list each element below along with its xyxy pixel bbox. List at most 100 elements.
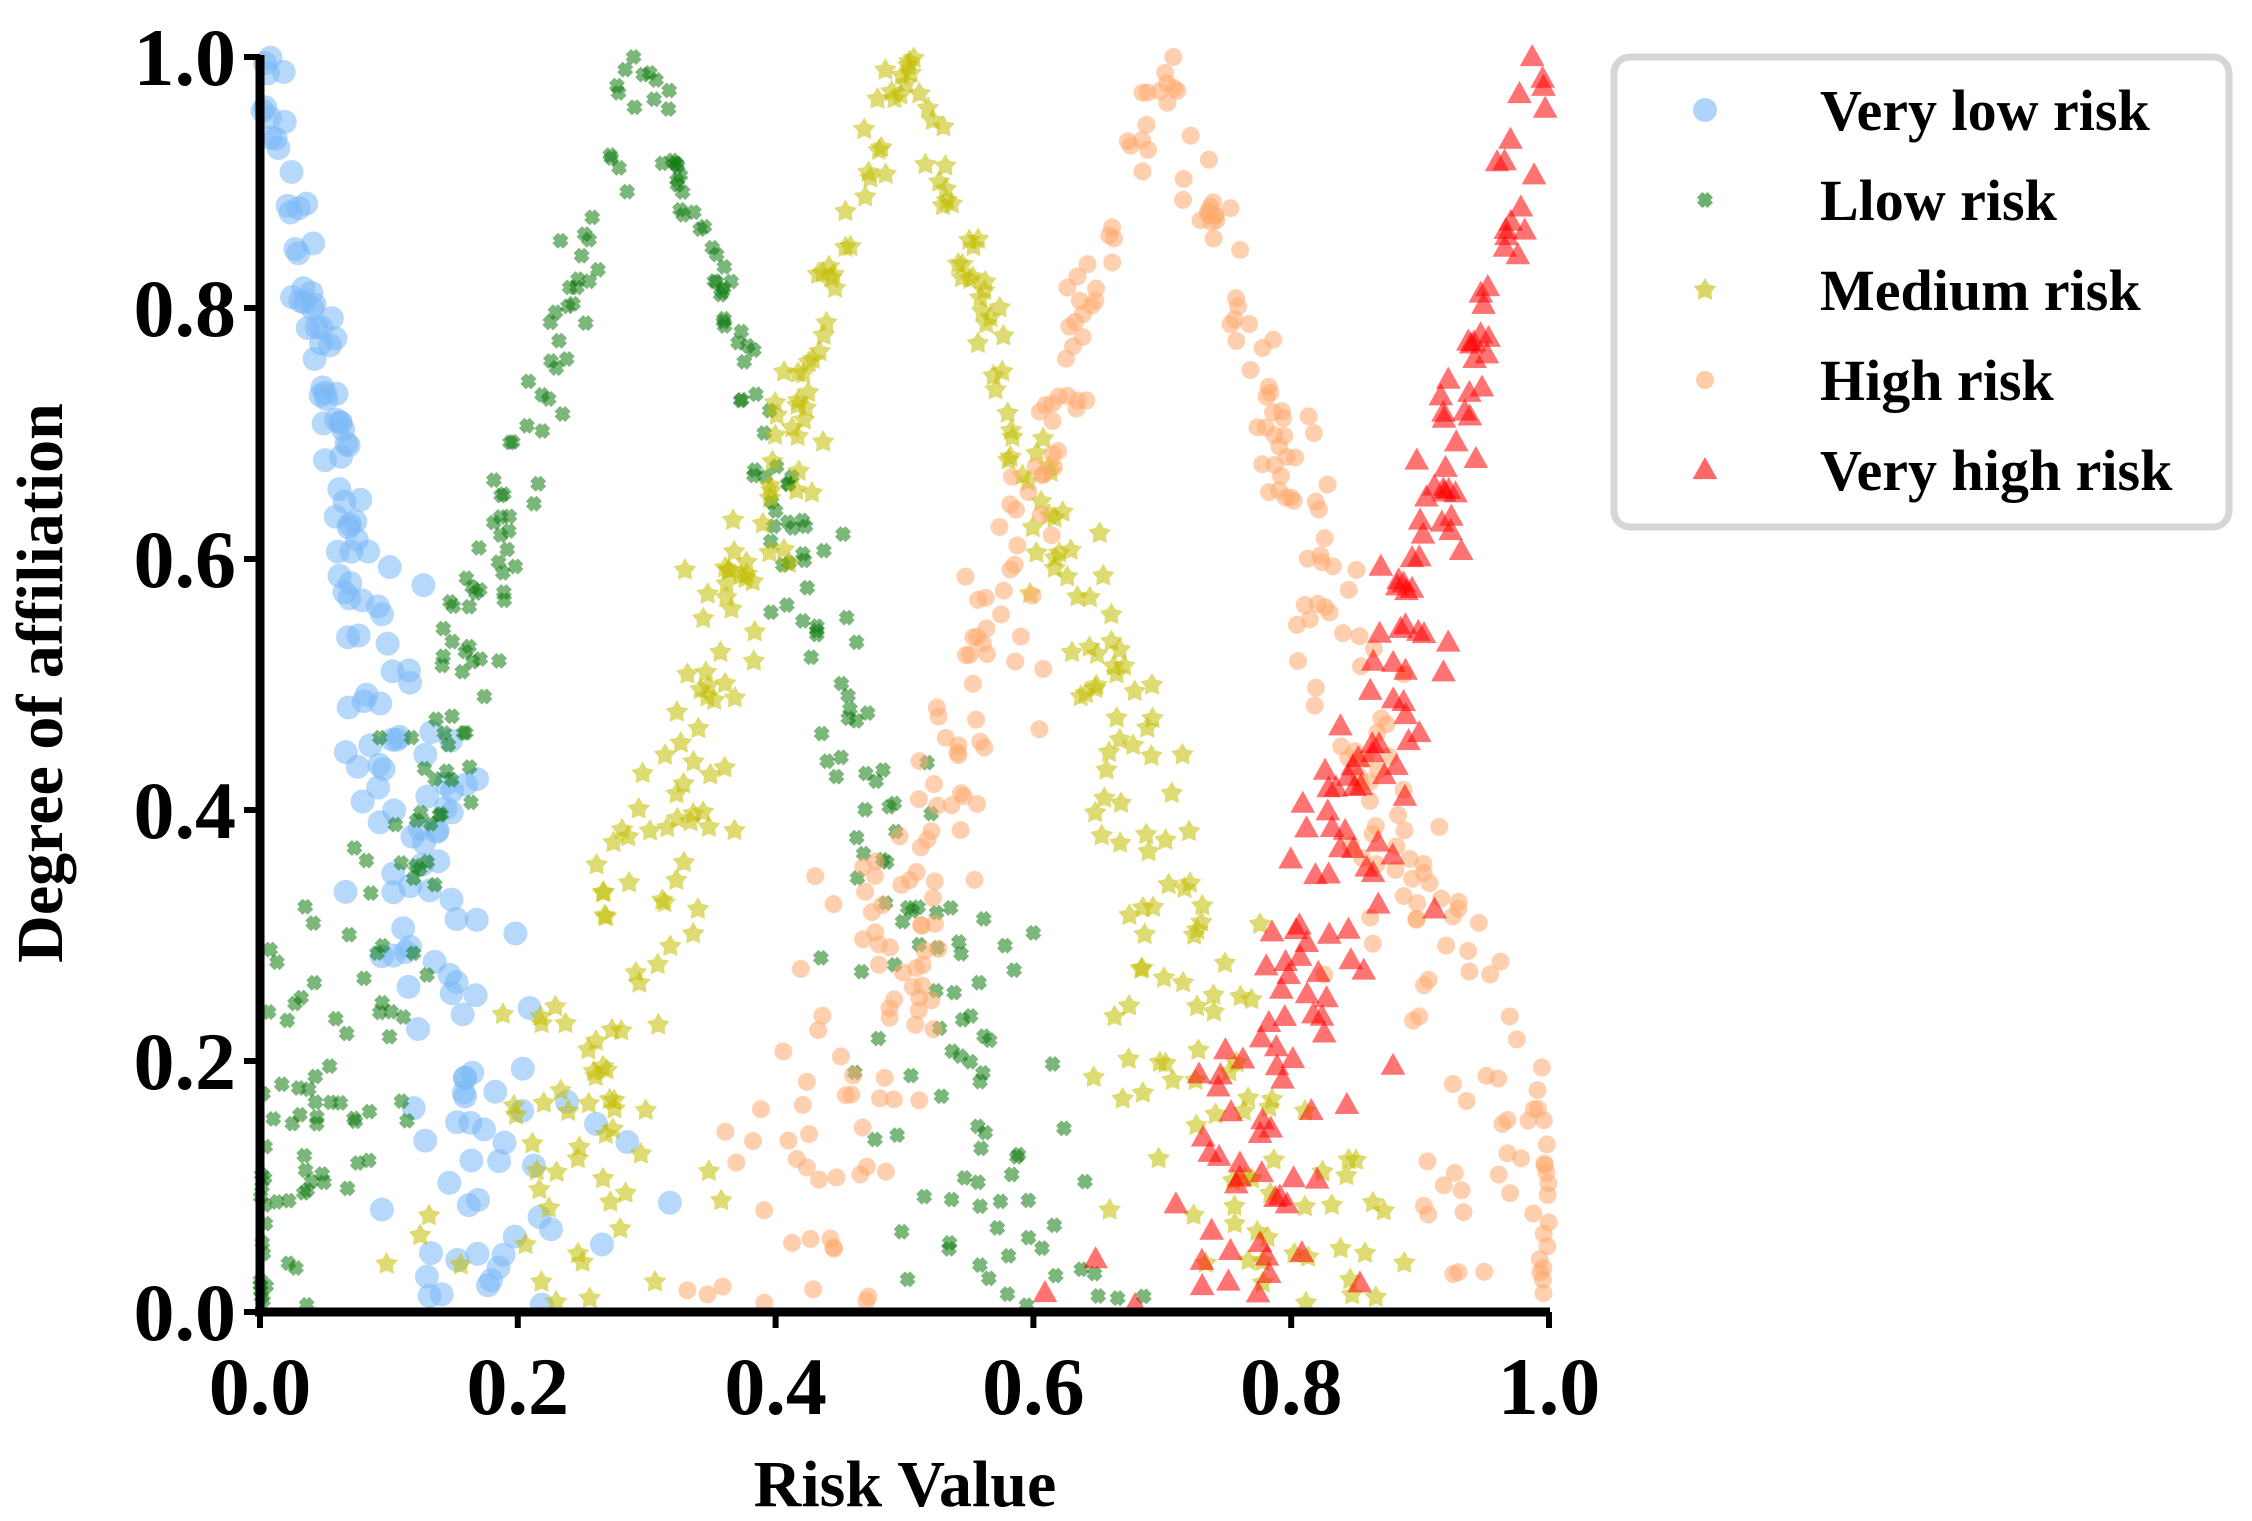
data-point xyxy=(1055,1120,1072,1137)
data-point xyxy=(809,1170,828,1189)
data-point xyxy=(875,1068,894,1087)
data-point xyxy=(1158,74,1177,93)
data-point xyxy=(1063,337,1082,356)
data-point xyxy=(1230,1046,1256,1069)
data-point xyxy=(1316,775,1341,798)
data-point xyxy=(785,478,808,501)
data-point xyxy=(1190,893,1214,916)
data-point xyxy=(1494,223,1519,246)
data-point xyxy=(1019,483,1038,502)
data-point xyxy=(1247,1230,1273,1253)
data-point xyxy=(1221,315,1240,334)
data-point xyxy=(1059,538,1083,560)
data-point xyxy=(1272,466,1291,485)
data-point xyxy=(431,806,448,823)
data-point xyxy=(598,1087,622,1110)
data-point xyxy=(1471,291,1496,314)
data-point xyxy=(327,1010,344,1027)
data-point xyxy=(1137,115,1156,134)
x-tick-label: 0.8 xyxy=(1240,1341,1343,1432)
data-point xyxy=(1278,846,1304,869)
data-point xyxy=(494,564,511,581)
data-point xyxy=(1108,831,1132,853)
data-point xyxy=(499,541,516,558)
data-point xyxy=(440,736,457,753)
data-point xyxy=(1407,544,1432,567)
data-point xyxy=(1199,1217,1224,1240)
data-point xyxy=(854,857,873,876)
data-point xyxy=(405,945,422,962)
data-point xyxy=(1082,296,1101,315)
legend-label: High risk xyxy=(1820,348,2054,413)
data-point xyxy=(1174,190,1193,209)
data-point xyxy=(874,58,897,80)
data-point xyxy=(720,597,743,619)
data-point xyxy=(1508,194,1534,217)
data-point xyxy=(439,887,464,912)
data-point xyxy=(1277,447,1296,466)
data-point xyxy=(668,155,685,172)
data-point xyxy=(1256,418,1275,437)
data-point xyxy=(502,1093,526,1116)
data-point xyxy=(399,1112,416,1129)
data-point xyxy=(1507,80,1532,104)
data-point xyxy=(591,880,615,903)
data-point xyxy=(1199,150,1218,169)
data-point xyxy=(1274,1191,1300,1214)
data-point xyxy=(437,1170,462,1195)
data-point xyxy=(361,1103,378,1120)
data-point xyxy=(763,423,787,445)
data-point xyxy=(1463,445,1489,469)
data-point xyxy=(902,1067,919,1084)
data-point xyxy=(1098,1198,1122,1220)
data-point xyxy=(914,152,937,175)
data-point xyxy=(1449,1263,1468,1282)
data-point xyxy=(839,234,862,257)
data-point xyxy=(291,1106,308,1123)
data-point xyxy=(1008,1148,1025,1165)
data-point xyxy=(653,890,676,913)
data-point xyxy=(713,671,737,694)
data-point xyxy=(396,658,421,683)
data-point xyxy=(1294,981,1320,1004)
data-point xyxy=(1429,509,1455,532)
data-point xyxy=(1336,916,1361,939)
data-point xyxy=(443,708,460,725)
data-point xyxy=(813,725,830,742)
data-point xyxy=(767,502,784,519)
data-point xyxy=(610,84,627,101)
data-point xyxy=(1008,536,1027,555)
data-point xyxy=(413,742,438,767)
data-point xyxy=(964,628,983,647)
data-point xyxy=(1380,842,1405,865)
data-point xyxy=(1492,234,1518,257)
data-point xyxy=(1468,280,1494,303)
data-point xyxy=(852,117,876,140)
data-point xyxy=(755,1293,774,1312)
data-point xyxy=(646,1012,670,1035)
data-point xyxy=(1341,835,1366,859)
data-point xyxy=(963,674,982,693)
data-point xyxy=(870,1030,887,1047)
data-point xyxy=(1287,912,1312,935)
data-point xyxy=(910,1091,929,1110)
data-point xyxy=(709,1188,733,1211)
data-point xyxy=(548,360,565,377)
data-point xyxy=(1360,791,1379,810)
data-point xyxy=(1105,661,1129,684)
data-point xyxy=(1103,253,1122,272)
data-point xyxy=(1498,1111,1517,1130)
data-point xyxy=(268,954,285,971)
data-point xyxy=(1393,702,1418,725)
x-tick-label: 0.4 xyxy=(724,1341,827,1432)
data-point xyxy=(1435,629,1461,652)
data-point xyxy=(573,247,590,264)
data-point xyxy=(1443,480,1468,503)
data-point xyxy=(1218,1237,1243,1261)
data-point xyxy=(989,1219,1006,1236)
data-point xyxy=(462,794,479,811)
data-point xyxy=(880,1008,899,1027)
data-point xyxy=(554,1011,577,1034)
data-point xyxy=(960,645,979,664)
data-point xyxy=(1431,405,1457,428)
